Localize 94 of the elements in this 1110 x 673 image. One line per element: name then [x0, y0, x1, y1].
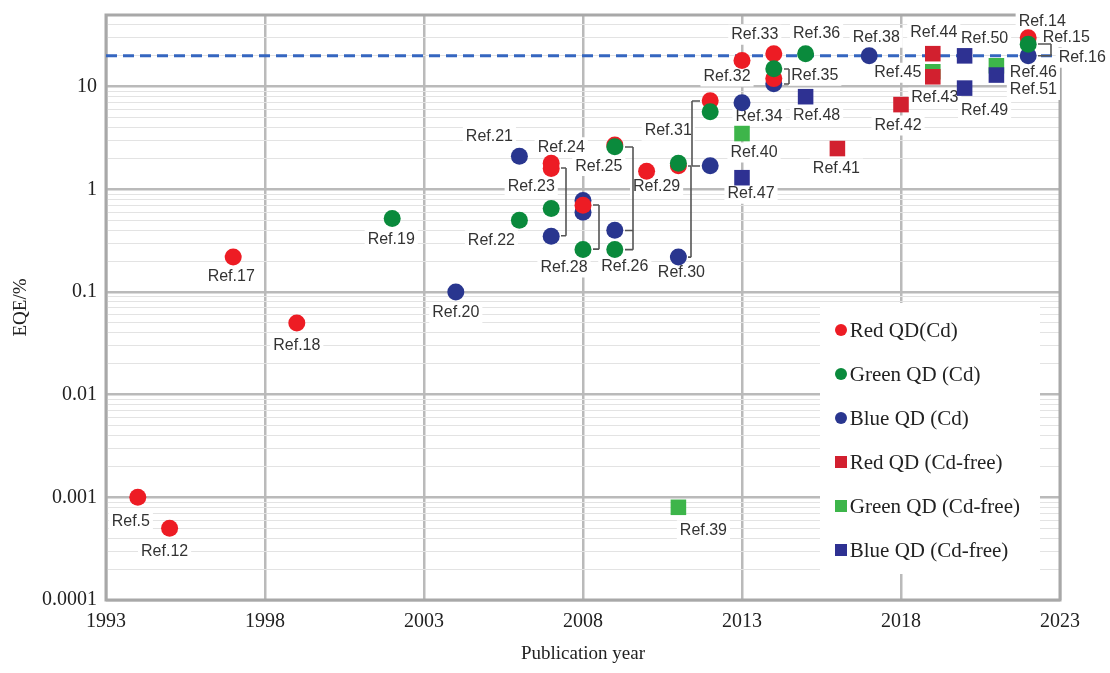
annotation: Ref.47 — [727, 184, 775, 202]
annotation: Ref.17 — [207, 267, 255, 285]
y-tick-label: 1 — [87, 176, 97, 199]
point — [925, 69, 941, 85]
annotation: Ref.20 — [432, 303, 480, 321]
x-tick-label: 1993 — [86, 609, 126, 632]
x-tick-label: 2018 — [881, 609, 921, 632]
y-tick-label: 0.001 — [52, 484, 97, 507]
point — [797, 88, 814, 105]
legend-label: Red QD (Cd-free) — [849, 449, 1003, 475]
annotation: Ref.14 — [1018, 12, 1066, 30]
point — [1019, 35, 1037, 53]
point — [734, 125, 750, 142]
annotation: Ref.21 — [465, 126, 514, 144]
annotation: Ref.24 — [537, 137, 585, 155]
annotation: Ref.23 — [507, 176, 555, 194]
annotation: Ref.22 — [467, 230, 516, 248]
annotation: Ref.39 — [679, 520, 728, 538]
point — [161, 519, 179, 537]
point — [988, 67, 1005, 83]
point — [574, 196, 592, 214]
x-tick-label: 2003 — [404, 609, 444, 632]
point — [829, 140, 846, 157]
y-tick-label: 0.1 — [72, 279, 97, 302]
annotation: Ref.29 — [633, 176, 681, 194]
annotation: Ref.38 — [852, 28, 900, 46]
point — [670, 499, 687, 516]
point — [510, 211, 528, 229]
point — [797, 45, 815, 63]
point — [542, 227, 560, 245]
annotation: Ref.32 — [703, 66, 751, 84]
point — [606, 221, 624, 239]
annotation: Ref.33 — [731, 25, 779, 43]
annotation: Ref.43 — [911, 88, 959, 106]
point — [542, 200, 560, 218]
point — [893, 96, 909, 113]
annotation: Ref.12 — [141, 541, 189, 559]
legend-label: Green QD (Cd-free) — [849, 493, 1020, 519]
annotation: Ref.41 — [812, 158, 861, 176]
point — [447, 283, 465, 301]
point — [925, 45, 941, 62]
point — [288, 314, 306, 332]
y-tick-label: 0.01 — [62, 381, 97, 404]
x-axis-title: Publication year — [521, 641, 646, 663]
annotation: Ref.19 — [367, 229, 415, 247]
y-tick-label: 0.0001 — [42, 587, 97, 610]
annotation: Ref.42 — [874, 116, 922, 134]
x-tick-label: 2013 — [722, 609, 762, 632]
x-tick-label: 2008 — [563, 609, 603, 632]
annotation: Ref.34 — [735, 107, 783, 125]
y-tick-label: 10 — [77, 74, 97, 96]
annotation: Ref.48 — [793, 106, 841, 124]
annotation: Ref.50 — [961, 29, 1009, 47]
point — [129, 488, 147, 506]
point — [701, 157, 719, 175]
point — [510, 147, 528, 165]
legend-label: Blue QD (Cd-free) — [849, 537, 1009, 563]
point — [956, 80, 973, 96]
point — [733, 52, 751, 70]
x-tick-label: 2023 — [1040, 609, 1080, 632]
annotation: Ref.5 — [111, 511, 151, 529]
annotation: Ref.44 — [910, 23, 958, 41]
annotation: Ref.30 — [657, 263, 706, 281]
annotation: Ref.46 — [1009, 63, 1058, 81]
annotation: Ref.25 — [575, 156, 623, 174]
y-axis-title: EQE/% — [9, 278, 31, 337]
point — [765, 45, 783, 63]
point — [669, 248, 687, 266]
annotation: Ref.36 — [793, 24, 841, 42]
annotation: Ref.51 — [1009, 80, 1058, 98]
point — [860, 47, 878, 65]
point — [606, 240, 624, 258]
annotation: Ref.49 — [961, 100, 1009, 118]
point — [701, 103, 719, 121]
point — [383, 210, 401, 228]
legend-label: Red QD(Cd) — [849, 317, 958, 343]
legend-label: Blue QD (Cd) — [849, 405, 969, 431]
point — [574, 240, 592, 258]
legend-label: Green QD (Cd) — [849, 361, 981, 387]
annotation: Ref.16 — [1058, 48, 1106, 66]
annotation: Ref.26 — [601, 256, 649, 274]
annotation: Ref.45 — [874, 63, 922, 81]
annotation: Ref.28 — [540, 257, 588, 275]
annotation: Ref.15 — [1042, 27, 1090, 45]
point — [638, 162, 656, 180]
point — [956, 48, 973, 64]
point — [765, 60, 783, 78]
annotation: Ref.31 — [644, 121, 692, 139]
annotation: Ref.18 — [273, 336, 321, 354]
point — [224, 248, 242, 266]
annotation: Ref.35 — [791, 66, 839, 84]
point — [734, 169, 750, 186]
annotation: Ref.40 — [730, 142, 778, 160]
x-tick-label: 1998 — [245, 609, 285, 632]
